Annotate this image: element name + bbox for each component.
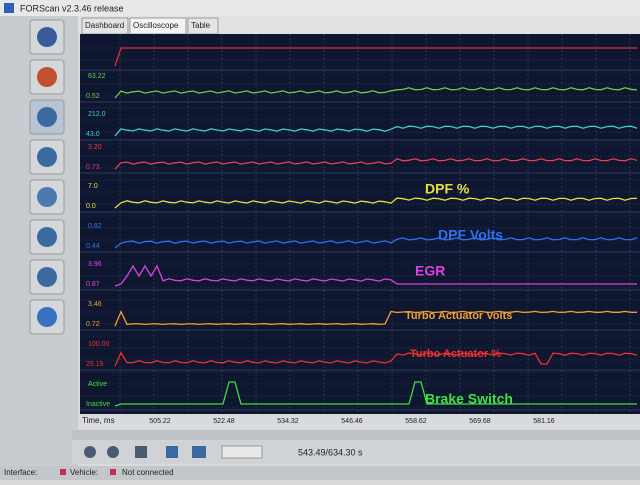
channel-trace	[114, 310, 637, 327]
channel-max: 0.82	[88, 223, 102, 230]
scrollbar[interactable]	[72, 430, 640, 440]
sidebar-icon	[37, 307, 57, 327]
channel-trace	[114, 47, 637, 67]
channel-max: Active	[88, 381, 107, 388]
channel-max: 3.96	[88, 261, 102, 268]
channel-annotation: EGR	[415, 263, 445, 279]
channel-min: 0.73	[86, 164, 100, 171]
sidebar-icon	[37, 227, 57, 247]
channel-min: 43.0	[86, 131, 100, 138]
time-position: 543.49/634.30 s	[298, 447, 363, 457]
channel-max: 100.00	[88, 341, 110, 348]
channel-min: 0.44	[86, 243, 100, 250]
channel-trace	[114, 197, 638, 209]
x-tick-label: 546.46	[341, 418, 363, 425]
channel-trace	[114, 87, 638, 99]
x-tick-label: 505.22	[149, 418, 171, 425]
channel-max: 7.0	[88, 183, 98, 190]
status-interface: Interface:	[4, 468, 37, 477]
interface-indicator	[60, 469, 66, 475]
x-tick-label: 522.48	[213, 418, 235, 425]
title-bar	[0, 0, 640, 16]
channel-max: 212.0	[88, 111, 106, 118]
channel-trace	[114, 351, 638, 367]
app-icon	[4, 3, 14, 13]
channel-trace	[114, 264, 637, 287]
x-axis-label: Time, ms	[82, 416, 115, 425]
x-tick-label: 581.16	[533, 418, 555, 425]
x-tick-label: 569.68	[469, 418, 491, 425]
play-button[interactable]	[84, 446, 96, 458]
x-tick-label: 534.32	[277, 418, 299, 425]
channel-annotation: Turbo Actuator Volts	[405, 310, 512, 322]
channel-min: 0.87	[86, 281, 100, 288]
channel-annotation: Turbo Actuator %	[410, 348, 501, 360]
channel-trace	[114, 237, 638, 249]
open-button[interactable]	[192, 446, 206, 458]
channel-annotation: DPF %	[425, 181, 470, 197]
channel-max: 3.20	[88, 144, 102, 151]
status-vehicle: Vehicle:	[70, 468, 98, 477]
channel-min: 0.0	[86, 203, 96, 210]
sidebar-icon	[37, 267, 57, 287]
channel-annotation: DPF Volts	[438, 227, 503, 243]
window-title: FORScan v2.3.46 release	[20, 3, 124, 13]
tab-label: Dashboard	[85, 21, 124, 30]
plot-area	[80, 34, 640, 414]
status-bar	[0, 466, 640, 480]
x-axis-bar	[80, 414, 640, 428]
status-connection: Not connected	[122, 468, 174, 477]
sidebar-icon	[37, 27, 57, 47]
vehicle-indicator	[110, 469, 116, 475]
dropdown[interactable]	[221, 445, 263, 459]
stop-button[interactable]	[107, 446, 119, 458]
x-tick-label: 558.62	[405, 418, 427, 425]
tab-label: Oscilloscope	[133, 21, 179, 30]
sidebar-icon	[37, 67, 57, 87]
sidebar-icon	[37, 107, 57, 127]
channel-trace	[114, 125, 638, 137]
tab-label: Table	[191, 21, 211, 30]
channel-annotation: Brake Switch	[425, 391, 513, 407]
channel-min: 0.52	[86, 93, 100, 100]
sidebar-icon	[37, 187, 57, 207]
sidebar-icon	[37, 147, 57, 167]
channel-min: 0.72	[86, 321, 100, 328]
channel-max: 3.46	[88, 301, 102, 308]
channel-min: Inactive	[86, 401, 110, 408]
channel-min: 25.15	[86, 361, 104, 368]
save-button[interactable]	[166, 446, 178, 458]
channel-trace	[114, 381, 637, 407]
record-button[interactable]	[135, 446, 147, 458]
channel-trace	[114, 158, 638, 170]
channel-max: 63.22	[88, 73, 106, 80]
